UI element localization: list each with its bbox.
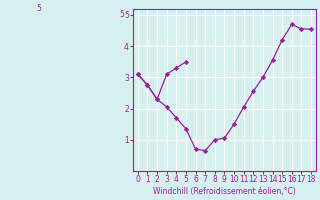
Text: 5: 5 [37,4,42,13]
Text: 5: 5 [120,10,125,19]
X-axis label: Windchill (Refroidissement éolien,°C): Windchill (Refroidissement éolien,°C) [153,187,296,196]
